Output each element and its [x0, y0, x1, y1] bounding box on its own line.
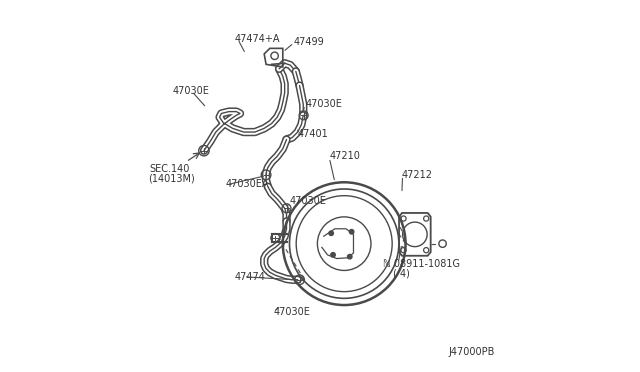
Circle shape [331, 253, 335, 257]
Text: SEC.140: SEC.140 [149, 164, 189, 174]
Text: 47030E: 47030E [289, 196, 326, 206]
Text: 47212: 47212 [402, 170, 433, 180]
Text: J47000PB: J47000PB [449, 347, 495, 357]
Text: 47401: 47401 [298, 129, 328, 139]
Text: 47474+A: 47474+A [234, 34, 280, 44]
Text: 47210: 47210 [330, 151, 360, 161]
Circle shape [329, 231, 333, 235]
Circle shape [349, 230, 354, 234]
Text: (14013M): (14013M) [148, 174, 195, 183]
Text: ( 4): ( 4) [392, 269, 410, 278]
Text: 47499: 47499 [294, 37, 324, 46]
Text: 47030E: 47030E [173, 86, 210, 96]
Text: 47030E: 47030E [273, 308, 310, 317]
Text: 47030E: 47030E [306, 99, 343, 109]
Circle shape [348, 254, 352, 259]
Text: 47030EA: 47030EA [225, 179, 269, 189]
Text: ℕ 08911-1081G: ℕ 08911-1081G [383, 259, 460, 269]
Text: 47474: 47474 [234, 272, 266, 282]
